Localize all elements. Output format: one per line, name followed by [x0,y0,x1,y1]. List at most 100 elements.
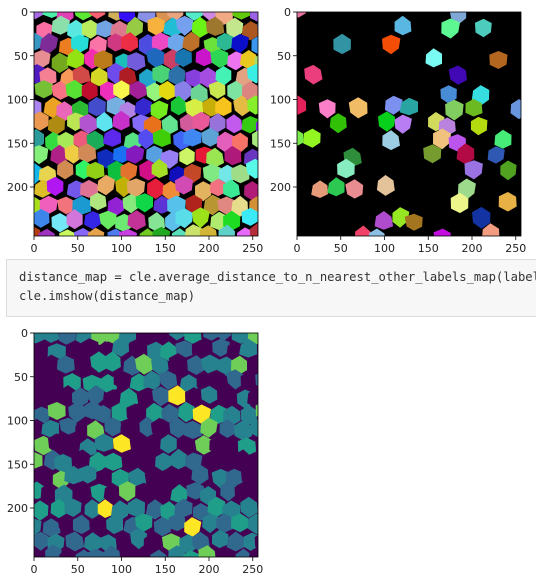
label-cell [81,19,99,39]
label-cell [47,402,66,420]
label-cell [198,545,216,557]
label-cell [146,47,165,68]
label-cell [392,207,410,228]
label-cell [103,351,121,372]
label-cell [138,128,154,150]
label-cell [247,388,258,408]
label-cell [423,144,442,164]
label-cell [464,160,483,180]
label-cell [167,12,184,22]
label-cell [207,369,226,389]
label-cell [240,370,258,392]
label-cell [498,192,517,212]
label-cell [223,179,240,198]
label-cell [84,532,102,553]
label-cell [153,516,172,537]
label-cell [399,97,418,116]
label-cell [73,483,92,503]
y-tick-label: 100 [270,94,291,107]
code-line-2[interactable]: cle.imshow(distance_map) [19,289,196,303]
label-cell [195,48,214,67]
label-cell [231,333,250,344]
y-tick-label: 50 [277,50,291,63]
label-cell [72,514,90,535]
x-tick-label: 100 [111,242,132,255]
label-cell [226,531,245,552]
label-cell [72,65,91,84]
label-cell [159,80,177,100]
label-cell [456,143,475,165]
label-cell [104,417,122,437]
label-cell [73,449,92,470]
label-cell [187,355,205,375]
label-cell [150,549,167,557]
x-tick-label: 50 [71,242,85,255]
label-cell [151,32,170,51]
code-cell[interactable]: distance_map = cle.average_distance_to_n… [6,259,536,317]
label-cell [194,435,213,455]
label-cell [135,193,154,213]
x-tick-label: 50 [334,242,348,255]
label-cell [34,358,41,377]
label-cell [34,435,53,456]
label-cell [40,482,59,502]
y-tick-label: 0 [21,6,28,19]
label-cell [220,480,237,502]
label-cell [64,144,82,164]
label-cell [34,111,49,131]
label-cell [168,353,187,373]
label-cell [139,228,156,236]
label-cell [510,99,521,120]
label-cell [39,32,59,54]
label-cell [382,130,400,151]
label-cell [215,66,232,86]
label-cell [103,129,122,147]
label-cell [97,174,115,196]
code-line-1[interactable]: distance_map = cle.average_distance_to_n… [19,270,536,284]
label-cell [178,401,196,423]
label-cell [217,33,234,51]
label-cell [42,518,61,538]
label-cell [209,113,226,133]
label-cell [200,354,219,376]
x-tick-label: 100 [111,563,132,576]
label-cell [118,481,137,502]
label-cell [122,194,140,214]
label-cell [297,12,306,18]
label-cell [231,513,249,533]
label-cell [43,333,60,343]
label-cell [216,131,235,153]
label-cell [394,15,412,36]
label-cell [129,80,147,100]
label-cell [87,227,105,236]
label-cell [34,500,49,521]
label-cell [119,387,139,408]
label-cell [90,192,107,211]
label-cell [175,340,194,358]
label-cell [202,12,218,22]
label-cell [135,353,153,375]
label-cell [126,403,145,423]
label-cell [226,114,243,134]
label-cell [241,21,258,41]
label-cell [155,452,172,472]
label-cell [161,114,178,135]
label-cell [144,469,163,489]
x-tick-label: 200 [462,242,483,255]
label-cell [74,12,92,21]
label-cell [170,484,188,504]
label-cell [66,340,85,359]
label-cell [121,32,139,52]
label-cell [51,213,69,233]
label-cell [448,65,467,85]
label-cell [120,550,137,557]
label-cell [200,385,218,404]
label-cell [34,370,52,389]
label-cell [348,97,368,119]
label-cell [111,336,130,357]
label-cell [185,12,203,21]
label-cell [257,437,258,444]
label-cell [158,370,178,390]
label-cell [152,128,171,147]
x-tick-label: 200 [199,242,220,255]
